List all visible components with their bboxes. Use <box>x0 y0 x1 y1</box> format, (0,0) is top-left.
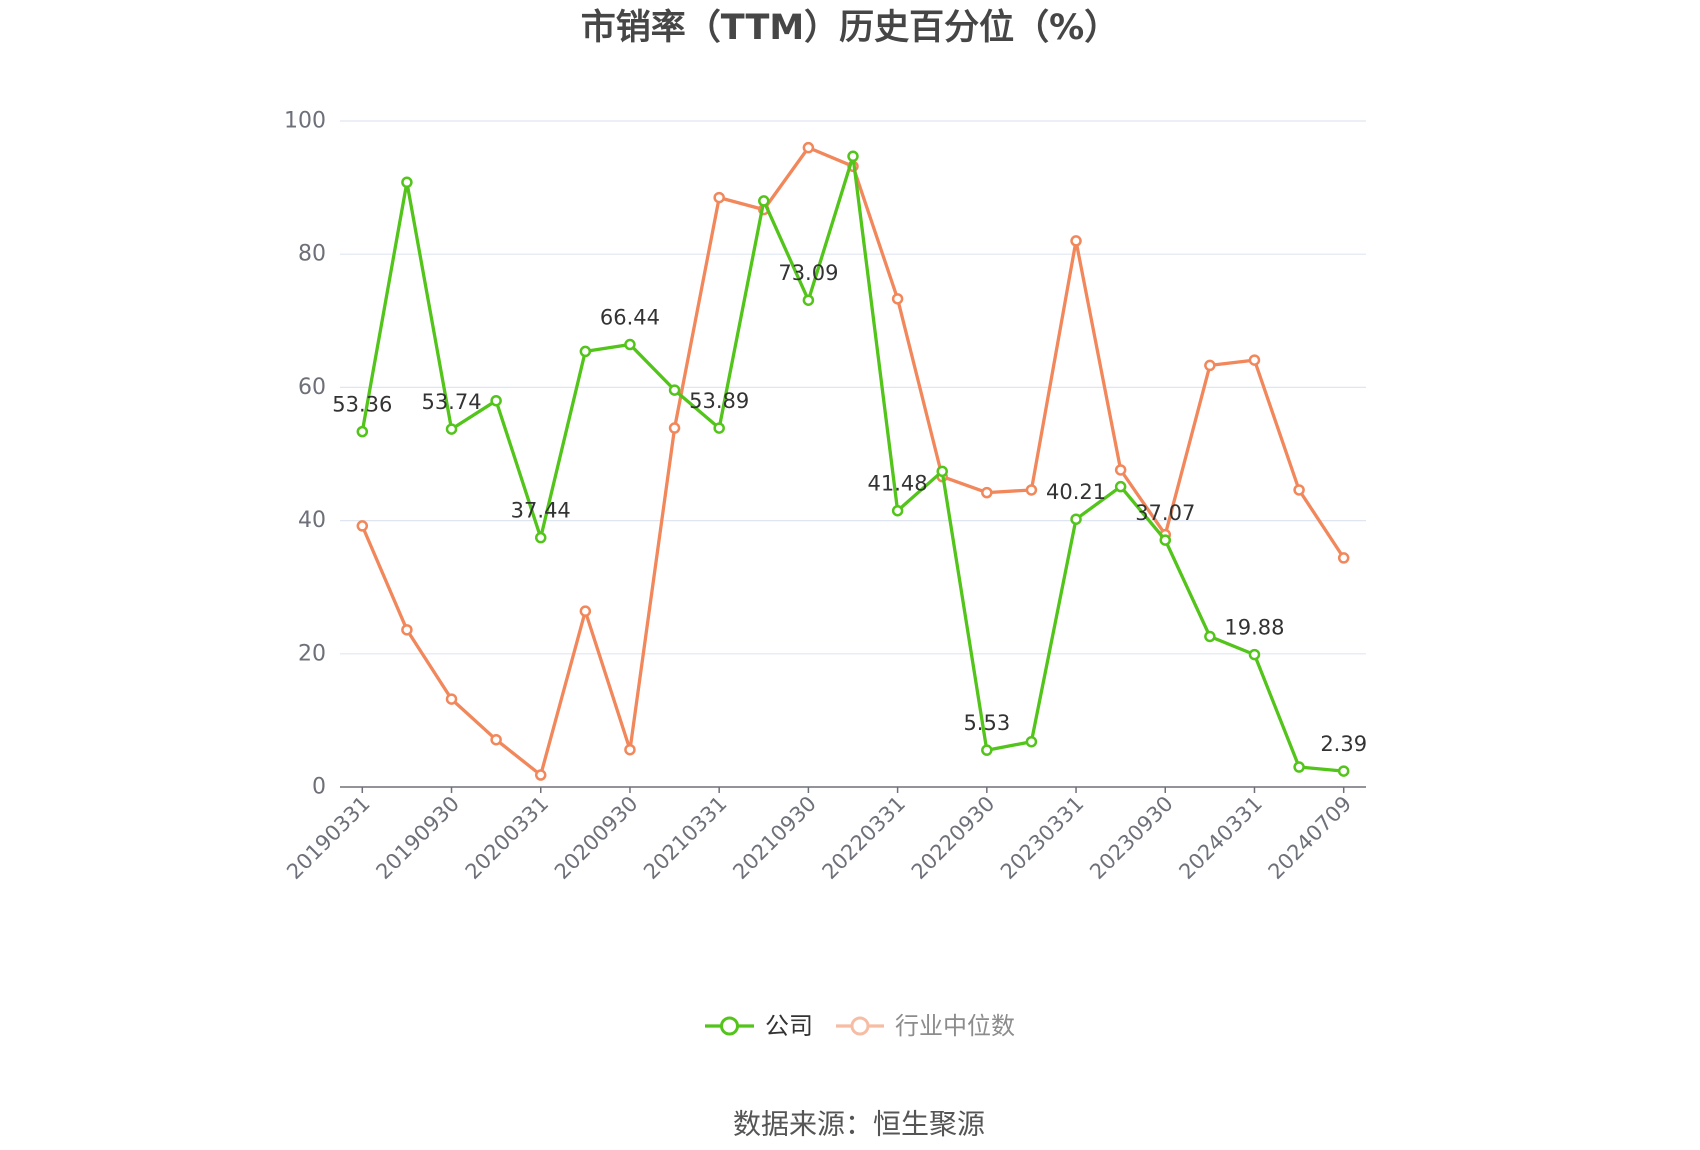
legend-item-industry-median[interactable]: 行业中位数 <box>836 1012 1015 1040</box>
company-point <box>1159 534 1172 546</box>
x-axis: 2019033120190930202003312020093020210331… <box>282 786 1366 885</box>
x-tick-label: 20200930 <box>550 792 643 885</box>
legend-label-industry-median: 行业中位数 <box>895 1012 1015 1040</box>
y-tick-label: 100 <box>284 109 326 134</box>
company-point <box>1114 480 1127 493</box>
x-tick-label: 20210930 <box>728 792 821 885</box>
company-point <box>847 150 859 163</box>
company-data-label: 37.44 <box>511 499 571 523</box>
company-data-label: 40.21 <box>1046 480 1106 504</box>
company-point <box>713 422 725 434</box>
industry-median-point <box>445 693 458 705</box>
company-data-label: 19.88 <box>1224 616 1284 640</box>
industry-median-point <box>1070 235 1082 247</box>
legend-line-circle-icon <box>705 1016 754 1036</box>
industry-median-point <box>891 293 904 305</box>
x-tick-label: 20190930 <box>371 792 464 885</box>
company-point <box>936 465 948 478</box>
company-point <box>668 384 681 396</box>
company-point <box>401 176 413 189</box>
x-tick-label: 20190331 <box>282 792 375 885</box>
y-tick-label: 20 <box>298 641 326 666</box>
industry-median-point <box>1293 484 1305 496</box>
company-data-label: 66.44 <box>600 306 660 330</box>
company-point <box>1337 765 1350 777</box>
company-data-label: 41.48 <box>868 472 928 496</box>
company-point <box>1070 513 1082 525</box>
x-tick-label: 20230930 <box>1085 792 1178 885</box>
x-tick-label: 20240331 <box>1174 792 1267 885</box>
legend-item-company[interactable]: 公司 <box>705 1012 813 1040</box>
company-point <box>445 423 458 435</box>
y-tick-label: 80 <box>298 242 326 267</box>
company-line <box>360 154 1346 773</box>
x-tick-label: 20210331 <box>639 792 732 885</box>
x-tick-label: 20200331 <box>461 792 554 885</box>
industry-median-point <box>1248 354 1261 366</box>
company-point <box>1248 648 1261 661</box>
x-tick-label: 20220930 <box>907 792 1000 885</box>
industry-median-point <box>534 769 547 781</box>
grid-lines <box>340 120 1366 655</box>
company-point <box>490 394 502 407</box>
legend-line-circle-icon <box>836 1016 884 1036</box>
company-data-label: 53.36 <box>332 393 392 417</box>
industry-median-point <box>401 624 413 636</box>
company-point <box>891 504 904 517</box>
industry-median-point <box>981 486 993 499</box>
company-data-label: 53.74 <box>421 390 481 414</box>
series-layer <box>356 141 1350 781</box>
company-point <box>356 425 369 438</box>
company-series <box>356 150 1350 777</box>
company-data-label: 53.89 <box>689 389 749 413</box>
company-data-label: 5.53 <box>963 711 1010 735</box>
x-tick-label: 20240709 <box>1264 792 1357 885</box>
company-point <box>624 338 636 351</box>
y-tick-label: 60 <box>298 375 326 400</box>
company-data-label: 73.09 <box>778 261 838 285</box>
industry-median-point <box>668 422 681 434</box>
company-point <box>802 294 815 306</box>
industry-median-point <box>624 743 636 756</box>
company-data-label: 2.39 <box>1320 732 1367 756</box>
company-point <box>1025 735 1038 748</box>
industry-median-point <box>1114 464 1127 476</box>
company-point <box>1293 761 1305 773</box>
industry-median-point <box>802 141 815 154</box>
company-point <box>534 531 547 544</box>
industry-median-point <box>713 191 725 204</box>
industry-median-point <box>1025 484 1038 496</box>
data-labels: 53.36 53.74 37.44 66.44 53.89 73.09 41.48 5.53 4… <box>332 261 1367 756</box>
company-point <box>981 744 993 756</box>
industry-median-point <box>579 605 592 617</box>
y-axis: 0 20 40 60 80 100 <box>284 109 326 800</box>
y-tick-label: 0 <box>312 775 326 800</box>
x-tick-label: 20230331 <box>996 792 1089 885</box>
legend-label-company: 公司 <box>765 1012 813 1040</box>
industry-median-point <box>1204 359 1216 372</box>
data-source-note: 数据来源：恒生聚源 <box>733 1108 985 1141</box>
industry-median-point <box>356 520 369 532</box>
industry-median-point <box>490 733 502 746</box>
chart-title: 市销率（TTM）历史百分位（%） <box>581 8 1119 48</box>
company-point <box>758 195 770 207</box>
legend: 公司 行业中位数 <box>705 1012 1015 1040</box>
industry-median-series <box>356 141 1350 781</box>
industry-median-line <box>360 145 1346 777</box>
x-tick-label: 20220331 <box>818 792 911 885</box>
company-data-label: 37.07 <box>1135 501 1195 525</box>
company-point <box>579 345 592 358</box>
company-point <box>1204 630 1216 643</box>
industry-median-point <box>1337 552 1350 564</box>
y-tick-label: 40 <box>298 508 326 533</box>
